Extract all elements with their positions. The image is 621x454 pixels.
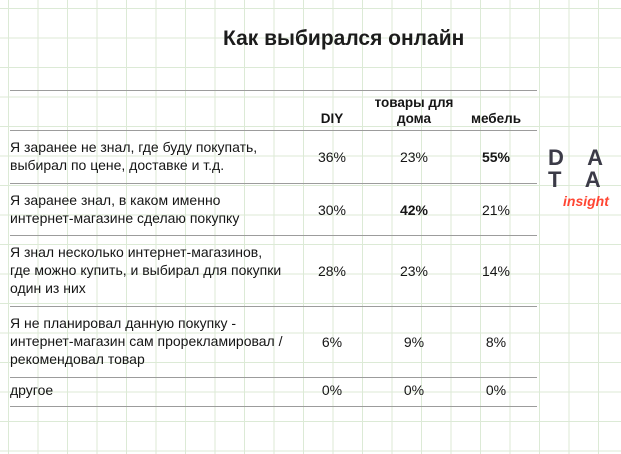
table-row: Я не планировал данную покупку - интерне… <box>10 307 537 378</box>
row-label: Я не планировал данную покупку - интерне… <box>10 315 283 367</box>
value-cell-diy: 6% <box>321 334 343 351</box>
value-cell-home-goods: 9% <box>403 334 425 351</box>
value-cell-furniture: 55% <box>481 148 511 165</box>
value-cell-furniture: 8% <box>485 334 507 351</box>
row-label: Я знал несколько интернет-магазинов, где… <box>10 244 282 297</box>
page-title: Как выбирался онлайн <box>223 27 465 50</box>
value-cell-diy: 30% <box>317 201 347 218</box>
logo-text-line1: D A <box>548 145 613 170</box>
table-row: Я заранее знал, в каком именно интернет-… <box>10 184 537 237</box>
table-row: Я знал несколько интернет-магазинов, где… <box>10 236 537 308</box>
table-header-row: DIY товары для дома мебель <box>10 90 537 131</box>
value-cell-home-goods: 23% <box>399 148 429 165</box>
value-cell-home-goods: 0% <box>403 381 425 398</box>
column-header-diy: DIY <box>320 110 344 126</box>
column-header-furniture: мебель <box>470 110 522 126</box>
value-cell-diy: 0% <box>321 381 343 398</box>
row-label: другое <box>10 381 54 398</box>
row-label: Я заранее знал, в каком именно интернет-… <box>10 191 240 226</box>
value-cell-furniture: 0% <box>485 381 507 398</box>
value-cell-home-goods: 23% <box>399 263 429 280</box>
value-cell-home-goods: 42% <box>399 201 429 218</box>
table-row: другое 0% 0% 0% <box>10 378 537 407</box>
value-cell-furniture: 14% <box>481 263 511 280</box>
value-cell-furniture: 21% <box>481 201 511 218</box>
data-insight-logo: D A T A insight <box>548 145 613 209</box>
value-cell-diy: 28% <box>317 263 347 280</box>
table-row: Я заранее не знал, где буду покупать, вы… <box>10 131 537 184</box>
logo-caption: insight <box>563 192 609 209</box>
logo-text-line2: T A <box>548 167 610 193</box>
column-header-home-goods: товары для дома <box>374 95 454 126</box>
value-cell-diy: 36% <box>317 148 347 165</box>
row-label: Я заранее не знал, где буду покупать, вы… <box>10 138 258 173</box>
results-table: DIY товары для дома мебель Я заранее не … <box>10 90 537 407</box>
